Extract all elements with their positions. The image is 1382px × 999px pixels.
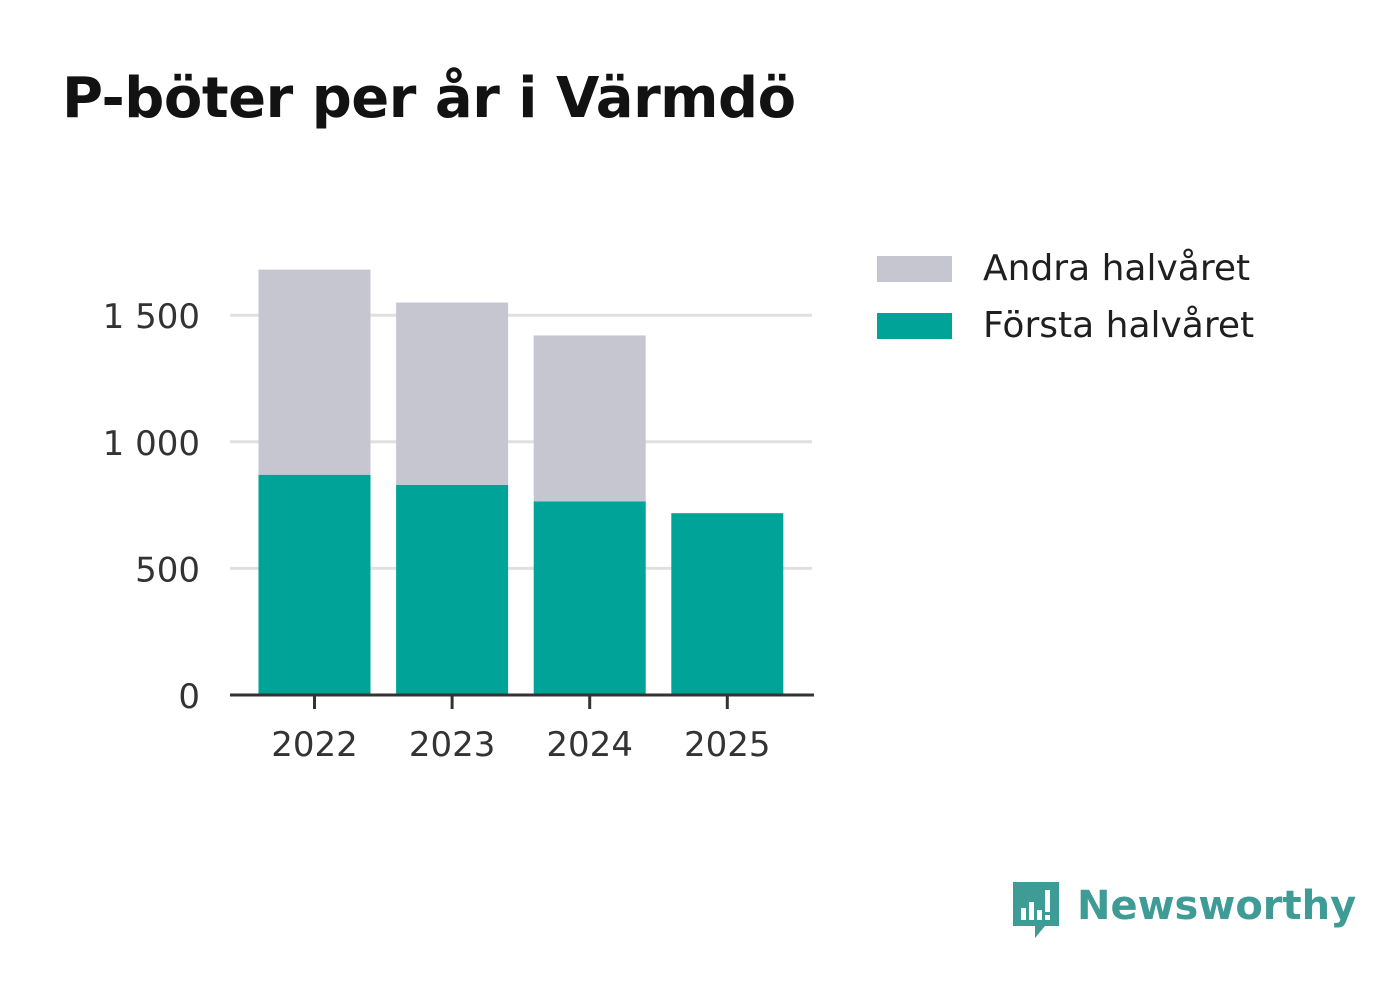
chart-title: P-böter per år i Värmdö	[62, 66, 796, 131]
legend-label-second-half: Andra halvåret	[983, 248, 1251, 289]
bar-second-half-2022	[258, 269, 371, 475]
y-tick-label: 1 000	[103, 424, 200, 464]
x-tick-label: 2024	[546, 725, 633, 765]
bars	[258, 269, 784, 695]
chart-legend: Andra halvåret Första halvåret	[877, 240, 1254, 354]
legend-item-first-half: Första halvåret	[877, 297, 1254, 354]
x-tick-label: 2022	[271, 725, 358, 765]
legend-swatch-second-half	[877, 255, 952, 282]
legend-swatch-first-half	[877, 312, 952, 339]
axes	[230, 693, 814, 709]
legend-item-second-half: Andra halvåret	[877, 240, 1254, 297]
bar-chart: 0 500 1 000 1 500 2022 2023 2024 2025	[103, 269, 814, 765]
legend-label-first-half: Första halvåret	[983, 305, 1255, 346]
newsworthy-logo-icon	[1013, 882, 1059, 938]
bar-first-half-2023	[396, 484, 509, 695]
bar-second-half-2023	[396, 302, 509, 485]
y-tick-label: 1 500	[103, 297, 200, 337]
bar-second-half-2024	[533, 335, 646, 502]
bar-first-half-2024	[533, 501, 646, 695]
y-tick-label: 500	[135, 550, 200, 590]
tick-labels: 0 500 1 000 1 500 2022 2023 2024 2025	[103, 297, 771, 765]
x-tick-label: 2025	[684, 725, 771, 765]
bar-first-half-2025	[671, 513, 784, 695]
brand: Newsworthy	[1011, 880, 1356, 940]
bar-first-half-2022	[258, 474, 371, 695]
y-tick-label: 0	[178, 677, 200, 717]
x-tick-label: 2023	[409, 725, 496, 765]
brand-name: Newsworthy	[1077, 883, 1357, 929]
